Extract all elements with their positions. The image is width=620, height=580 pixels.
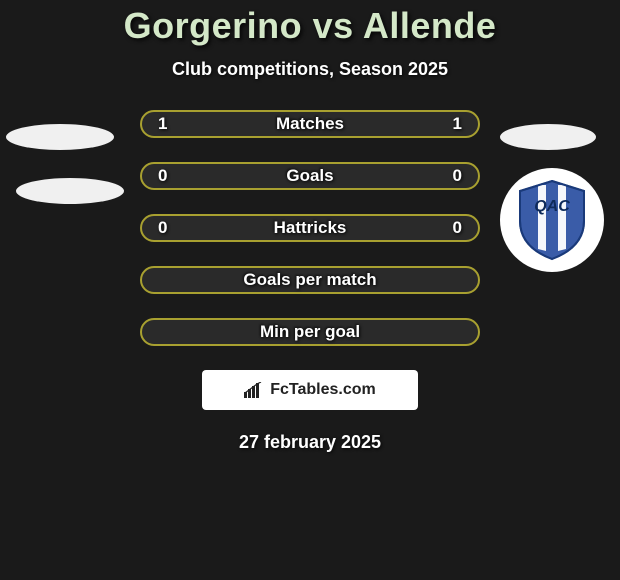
stat-row-goals: 0 Goals 0 (0, 162, 620, 190)
stat-row-hattricks: 0 Hattricks 0 (0, 214, 620, 242)
stat-label: Min per goal (260, 322, 360, 342)
stat-bar: 0 Hattricks 0 (140, 214, 480, 242)
stat-value-left: 0 (158, 166, 167, 186)
stat-value-right: 0 (453, 166, 462, 186)
stat-bar: Goals per match (140, 266, 480, 294)
stat-label: Hattricks (274, 218, 347, 238)
stats-section: 1 Matches 1 0 Goals 0 0 Hattricks 0 Goal… (0, 110, 620, 346)
stat-value-left: 1 (158, 114, 167, 134)
stat-row-mpg: Min per goal (0, 318, 620, 346)
stat-value-right: 1 (453, 114, 462, 134)
stat-bar: 0 Goals 0 (140, 162, 480, 190)
stat-value-left: 0 (158, 218, 167, 238)
date-label: 27 february 2025 (0, 432, 620, 453)
stat-row-matches: 1 Matches 1 (0, 110, 620, 138)
stat-label: Goals (286, 166, 333, 186)
stat-value-right: 0 (453, 218, 462, 238)
stat-row-gpm: Goals per match (0, 266, 620, 294)
stat-bar: 1 Matches 1 (140, 110, 480, 138)
comparison-widget: Gorgerino vs Allende Club competitions, … (0, 0, 620, 453)
subtitle: Club competitions, Season 2025 (0, 59, 620, 80)
attribution-badge[interactable]: FcTables.com (202, 370, 418, 410)
stat-label: Goals per match (243, 270, 376, 290)
page-title: Gorgerino vs Allende (0, 5, 620, 47)
attribution-text: FcTables.com (270, 381, 376, 399)
chart-icon (244, 382, 264, 398)
stat-label: Matches (276, 114, 344, 134)
stat-bar: Min per goal (140, 318, 480, 346)
